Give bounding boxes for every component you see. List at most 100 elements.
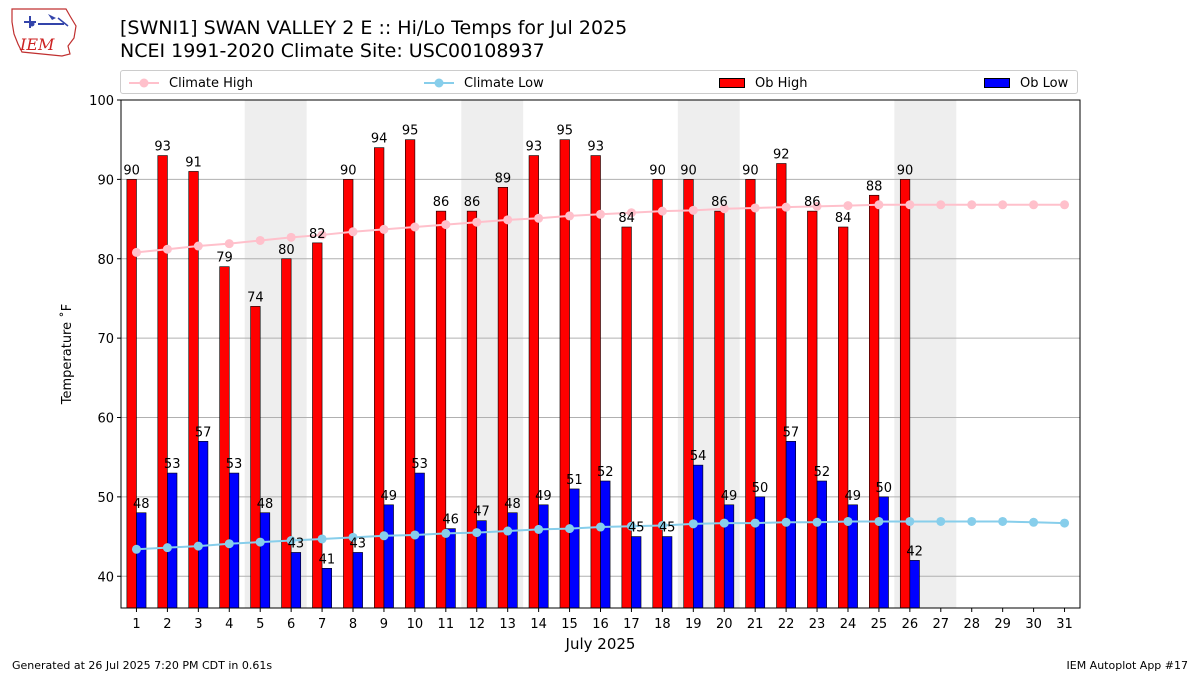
- bars: [126, 139, 920, 609]
- ob-high-bar-label: 94: [371, 132, 388, 147]
- iem-logo: IEM: [8, 6, 80, 58]
- ob-low-bar-label: 45: [659, 521, 676, 536]
- ob-high-bar: [652, 179, 663, 609]
- ob-low-bar-label: 51: [566, 473, 583, 488]
- ob-high-bar-label: 95: [556, 124, 573, 139]
- ob-high-bar: [838, 226, 849, 609]
- x-tick-label: 31: [1056, 617, 1073, 632]
- climate-high-point: [596, 209, 605, 219]
- climate-high-point: [348, 227, 358, 237]
- climate-low-point: [379, 531, 389, 541]
- x-tick-label: 7: [318, 617, 326, 632]
- x-tick-label: 26: [902, 617, 919, 632]
- ob-high-bar-label: 88: [866, 179, 883, 194]
- x-tick-label: 6: [287, 617, 295, 632]
- ob-low-bar: [816, 480, 827, 609]
- ob-high-bar: [807, 210, 818, 609]
- climate-low-point: [255, 537, 265, 547]
- climate-high-point: [998, 200, 1008, 210]
- ob-high-bar-label: 93: [526, 140, 543, 155]
- x-tick-label: 22: [778, 617, 795, 632]
- climate-low-point: [534, 524, 544, 534]
- x-tick-label: 11: [438, 617, 455, 632]
- climate-high-point: [472, 217, 482, 227]
- ob-low-bar: [383, 504, 394, 609]
- iem-logo-graphic: IEM: [11, 8, 77, 57]
- x-tick-label: 10: [407, 617, 424, 632]
- climate-low-point: [750, 518, 760, 528]
- ob-high-bar: [621, 226, 632, 609]
- ob-low-bar-label: 53: [226, 457, 243, 472]
- climate-high-point: [781, 202, 791, 212]
- ob-high-bar-label: 90: [742, 163, 759, 178]
- x-tick-label: 21: [747, 617, 764, 632]
- climate-lines: [131, 200, 1070, 554]
- ob-low-bar-label: 57: [783, 425, 800, 440]
- ob-high-bar: [683, 179, 694, 609]
- climate-high-point: [286, 232, 296, 242]
- climate-low-point: [967, 516, 977, 526]
- ob-low-bar-label: 53: [411, 457, 428, 472]
- ob-low-bar: [909, 560, 920, 609]
- ob-high-bar-label: 89: [495, 171, 512, 186]
- ob-low-bar-label: 57: [195, 425, 212, 440]
- climate-high-point: [131, 247, 141, 257]
- ob-high-bar-label: 90: [649, 163, 666, 178]
- climate-low-point: [719, 518, 729, 528]
- ob-low-bar: [167, 472, 178, 609]
- legend-item-climate-low: Climate Low: [424, 74, 544, 92]
- footer-generated: Generated at 26 Jul 2025 7:20 PM CDT in …: [12, 659, 273, 672]
- ob-low-bar-label: 49: [535, 489, 552, 504]
- climate-low-point: [131, 544, 141, 554]
- climate-low-point: [596, 522, 605, 532]
- climate-low-line-icon: [424, 78, 454, 88]
- climate-high-point: [905, 200, 915, 210]
- climate-low-point: [472, 528, 482, 538]
- x-tick-label: 28: [963, 617, 980, 632]
- climate-high-point: [1029, 200, 1039, 210]
- x-tick-label: 4: [225, 617, 233, 632]
- climate-high-point: [874, 200, 884, 210]
- legend-item-climate-high: Climate High: [129, 74, 253, 92]
- climate-low-point: [1060, 518, 1070, 528]
- ob-high-bar: [435, 210, 447, 609]
- ob-low-bar: [754, 496, 766, 609]
- ob-high-bar: [126, 179, 137, 609]
- ob-low-bar-label: 43: [350, 536, 367, 551]
- ob-high-bar-label: 86: [711, 195, 728, 210]
- y-tick-label: 70: [97, 332, 114, 347]
- y-tick-label: 100: [89, 94, 114, 109]
- climate-high-point: [379, 224, 389, 234]
- y-tick-label: 90: [97, 173, 114, 188]
- ob-low-bar: [878, 496, 889, 609]
- y-tick-label: 60: [97, 412, 114, 427]
- ob-low-bar-label: 50: [875, 481, 892, 496]
- ob-high-bar-label: 86: [464, 195, 481, 210]
- ob-high-bar: [590, 155, 601, 609]
- climate-low-point: [936, 516, 946, 526]
- ob-high-bar: [497, 187, 508, 609]
- climate-high-point: [812, 201, 822, 211]
- ob-low-bar: [198, 441, 209, 609]
- climate-low-point: [162, 543, 172, 553]
- climate-high-point: [503, 215, 513, 225]
- ob-high-bar-label: 90: [897, 163, 914, 178]
- climate-low-point: [626, 521, 636, 531]
- x-tick-label: 13: [499, 617, 516, 632]
- chart-subtitle: NCEI 1991-2020 Climate Site: USC00108937: [120, 40, 545, 62]
- climate-high-point: [688, 205, 698, 215]
- ob-low-bar: [631, 536, 642, 609]
- climate-low-point: [998, 516, 1008, 526]
- ob-low-bar: [414, 472, 425, 609]
- climate-low-point: [688, 519, 698, 529]
- x-tick-label: 1: [132, 617, 140, 632]
- y-tick-label: 40: [97, 570, 114, 585]
- ob-low-bar-label: 49: [380, 489, 397, 504]
- ob-low-bar-label: 45: [628, 521, 645, 536]
- x-tick-label: 30: [1025, 617, 1042, 632]
- climate-high-point: [534, 213, 544, 223]
- climate-low-point: [193, 541, 203, 551]
- climate-low-point: [843, 516, 853, 526]
- climate-high-point: [750, 203, 760, 213]
